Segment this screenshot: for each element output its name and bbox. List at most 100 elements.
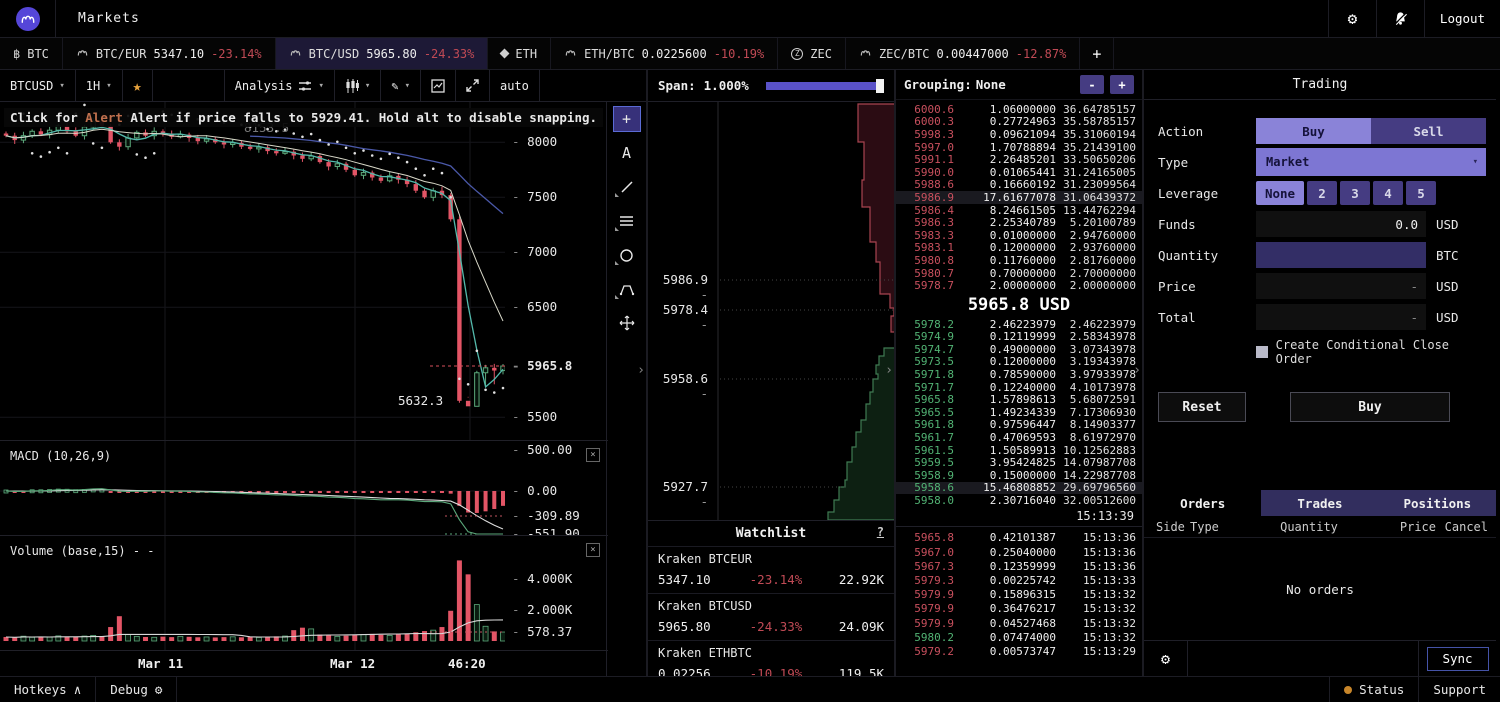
ask-row[interactable]: 5986.4 8.24661505 13.44762294 — [914, 203, 1136, 217]
ask-row[interactable]: 5998.3 0.09621094 35.31060194 — [914, 127, 1136, 141]
ask-row[interactable]: 5997.0 1.70788894 35.21439100 — [914, 140, 1136, 154]
auto-scale-toggle[interactable]: auto — [490, 70, 540, 101]
notifications-bell-icon[interactable] — [1376, 0, 1424, 37]
total-input[interactable] — [1256, 304, 1426, 330]
ask-row[interactable]: 5990.0 0.01065441 31.24165005 — [914, 165, 1136, 179]
bid-row[interactable]: 5958.9 0.15000000 14.22987708 — [914, 468, 1136, 482]
price-chart-panel[interactable]: Click for Alert Alert if price falls to … — [0, 102, 608, 440]
sync-button[interactable]: Sync — [1426, 646, 1489, 671]
leverage-2-button[interactable]: 2 — [1307, 181, 1337, 205]
bid-row[interactable]: 5961.7 0.47069593 8.61972970 — [914, 431, 1136, 445]
grouping-decrease-button[interactable]: - — [1080, 75, 1104, 94]
kraken-logo[interactable] — [0, 0, 56, 37]
sell-toggle-button[interactable]: Sell — [1371, 118, 1486, 144]
market-tab-zec-btc[interactable]: ZEC/BTC 0.00447000 -12.87% — [846, 38, 1081, 69]
ask-row[interactable]: 5980.7 0.70000000 2.70000000 — [914, 266, 1136, 280]
macd-panel[interactable]: MACD (10,26,9) × 500.00 0.00 -309.89 -551.9… — [0, 440, 608, 535]
quantity-input[interactable] — [1256, 242, 1426, 268]
buy-toggle-button[interactable]: Buy — [1256, 118, 1371, 144]
market-tab-zec[interactable]: Z ZEC — [778, 38, 846, 69]
market-tab-btc-eur[interactable]: BTC/EUR 5347.10 -23.14% — [63, 38, 276, 69]
collapse-depth-chevron[interactable]: › — [885, 363, 893, 378]
close-icon[interactable]: × — [586, 448, 600, 462]
pair-select[interactable]: BTCUSD ▾ — [0, 70, 76, 101]
time-axis[interactable]: Mar 11 Mar 12 46:20 — [0, 650, 608, 676]
analysis-menu[interactable]: Analysis ▾ — [225, 70, 335, 101]
funds-input[interactable] — [1256, 211, 1426, 237]
bid-row[interactable]: 5973.5 0.12000000 3.19343978 — [914, 355, 1136, 369]
move-tool-button[interactable] — [613, 310, 641, 336]
ask-row[interactable]: 5986.9 17.61677078 31.06439372 — [896, 191, 1142, 204]
support-button[interactable]: Support — [1418, 677, 1500, 702]
ask-row[interactable]: 5988.6 0.16660192 31.23099564 — [914, 178, 1136, 192]
tab-trades[interactable]: Trades — [1261, 490, 1379, 516]
status-button[interactable]: Status — [1329, 677, 1418, 702]
market-tab-eth[interactable]: ETH — [488, 38, 552, 69]
ask-row[interactable]: 6000.3 0.27724963 35.58785157 — [914, 115, 1136, 129]
bid-row[interactable]: 5971.7 0.12240000 4.10173978 — [914, 380, 1136, 394]
orders-settings-gear-icon[interactable]: ⚙ — [1144, 641, 1188, 676]
leverage-none-button[interactable]: None — [1256, 181, 1304, 205]
ask-row[interactable]: 5978.7 2.00000000 2.00000000 — [914, 279, 1136, 293]
ask-row[interactable]: 5983.3 0.01000000 2.94760000 — [914, 228, 1136, 242]
span-slider-handle[interactable] — [876, 78, 884, 93]
bid-row[interactable]: 5974.7 0.49000000 3.07343978 — [914, 342, 1136, 356]
watchlist-help-link[interactable]: ? — [876, 525, 884, 539]
trendline-tool-button[interactable] — [613, 174, 641, 200]
bid-row[interactable]: 5958.6 15.46808852 29.69796560 — [896, 481, 1142, 495]
price-input[interactable] — [1256, 273, 1426, 299]
collapse-chart-chevron[interactable]: › — [637, 363, 645, 378]
leverage-3-button[interactable]: 3 — [1340, 181, 1370, 205]
span-slider[interactable] — [766, 78, 884, 93]
watchlist-item[interactable]: Kraken ETHBTC 0.02256 -10.19% 119.5K — [648, 641, 894, 676]
leverage-5-button[interactable]: 5 — [1406, 181, 1436, 205]
horizontal-lines-tool-button[interactable] — [613, 208, 641, 234]
close-icon[interactable]: × — [586, 543, 600, 557]
ask-row[interactable]: 5983.1 0.12000000 2.93760000 — [914, 241, 1136, 255]
bid-row[interactable]: 5974.9 0.12119999 2.58343978 — [914, 330, 1136, 344]
order-type-select[interactable]: Market ▾ — [1256, 148, 1486, 176]
add-market-tab-button[interactable]: + — [1080, 38, 1115, 69]
pitchfork-tool-button[interactable] — [613, 276, 641, 302]
draw-tool-select[interactable]: ✎ ▾ — [381, 70, 421, 101]
market-tab-btc-usd[interactable]: BTC/USD 5965.80 -24.33% — [275, 38, 489, 69]
text-tool-button[interactable]: A — [621, 144, 632, 162]
settings-gear-icon[interactable]: ⚙ — [1328, 0, 1376, 37]
interval-select[interactable]: 1H ▾ — [76, 70, 123, 101]
bid-row[interactable]: 5978.2 2.46223979 2.46223979 — [914, 317, 1136, 331]
volume-panel[interactable]: Volume (base,15) - - × 4.000K 2.000K 578.3… — [0, 535, 608, 650]
crosshair-tool-button[interactable]: + — [612, 106, 641, 132]
hotkeys-button[interactable]: Hotkeys ∧ — [0, 677, 97, 702]
bid-row[interactable]: 5958.0 2.30716040 32.00512600 — [914, 494, 1136, 508]
conditional-close-checkbox[interactable] — [1256, 346, 1268, 358]
ask-row[interactable]: 6000.6 1.06000000 36.64785157 — [914, 102, 1136, 116]
fullscreen-button[interactable] — [456, 70, 490, 101]
ask-row[interactable]: 5991.1 2.26485201 33.50650206 — [914, 153, 1136, 167]
collapse-book-chevron[interactable]: › — [1133, 363, 1141, 378]
depth-chart[interactable]: 5986.95978.4 5958.6 5927.7 — [648, 102, 894, 520]
ask-row[interactable]: 5980.8 0.11760000 2.81760000 — [914, 253, 1136, 267]
favorite-star-icon[interactable]: ★ — [123, 70, 153, 101]
bid-row[interactable]: 5959.5 3.95424825 14.07987708 — [914, 456, 1136, 470]
chart-type-select[interactable]: ▾ — [335, 70, 382, 101]
bid-row[interactable]: 5965.5 1.49234339 7.17306930 — [914, 405, 1136, 419]
grouping-increase-button[interactable]: + — [1110, 75, 1134, 94]
bid-row[interactable]: 5961.5 1.50589913 10.12562883 — [914, 443, 1136, 457]
ask-row[interactable]: 5986.3 2.25340789 5.20100789 — [914, 216, 1136, 230]
candlestick-chart[interactable] — [0, 102, 506, 440]
watchlist-item[interactable]: Kraken BTCUSD 5965.80 -24.33% 24.09K — [648, 594, 894, 641]
bid-row[interactable]: 5971.8 0.78590000 3.97933978 — [914, 368, 1136, 382]
logout-button[interactable]: Logout — [1424, 0, 1500, 37]
bid-row[interactable]: 5961.8 0.97596447 8.14903377 — [914, 418, 1136, 432]
market-tab-eth-btc[interactable]: ETH/BTC 0.0225600 -10.19% — [551, 38, 779, 69]
tab-orders[interactable]: Orders — [1144, 490, 1262, 516]
tab-positions[interactable]: Positions — [1378, 490, 1496, 516]
watchlist-item[interactable]: Kraken BTCEUR 5347.10 -23.14% 22.92K — [648, 547, 894, 594]
market-tab-btc[interactable]: ฿ BTC — [0, 38, 63, 69]
leverage-4-button[interactable]: 4 — [1373, 181, 1403, 205]
indicator-box-button[interactable] — [421, 70, 456, 101]
reset-button[interactable]: Reset — [1158, 392, 1246, 422]
ellipse-tool-button[interactable] — [613, 242, 641, 268]
bid-row[interactable]: 5965.8 1.57898613 5.68072591 — [914, 393, 1136, 407]
submit-buy-button[interactable]: Buy — [1290, 392, 1450, 422]
